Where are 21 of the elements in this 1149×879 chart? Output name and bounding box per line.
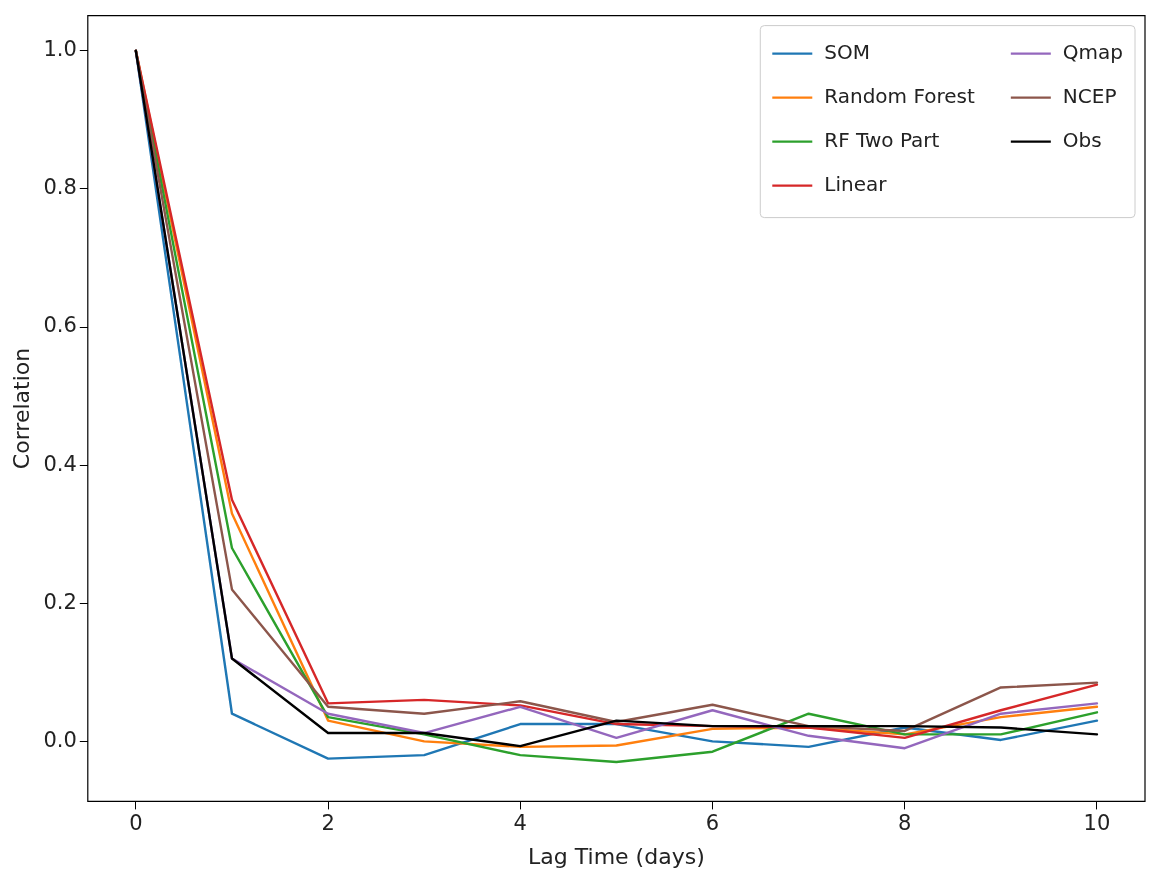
y-tick-label: 0.2 — [43, 589, 77, 614]
x-tick-label: 2 — [321, 811, 335, 836]
legend-label: RF Two Part — [824, 127, 940, 152]
legend-label: Obs — [1062, 127, 1102, 152]
x-axis-title: Lag Time (days) — [528, 843, 705, 869]
legend-label: Linear — [824, 171, 888, 196]
legend-label: Random Forest — [824, 83, 975, 108]
x-tick-label: 4 — [513, 811, 527, 836]
x-tick-label: 10 — [1083, 811, 1111, 836]
y-tick-label: 0.4 — [43, 451, 77, 476]
legend-label: Qmap — [1062, 39, 1124, 64]
y-tick-label: 0.8 — [43, 175, 77, 200]
x-tick-label: 0 — [129, 811, 143, 836]
x-tick-label: 6 — [705, 811, 720, 836]
legend-label: NCEP — [1062, 83, 1117, 108]
legend-label: SOM — [824, 39, 870, 64]
x-tick-label: 8 — [898, 811, 912, 836]
y-axis-title: Correlation — [8, 347, 34, 470]
y-tick-label: 0.6 — [43, 313, 77, 338]
y-tick-label: 0.0 — [43, 727, 77, 752]
y-tick-label: 1.0 — [43, 37, 77, 62]
